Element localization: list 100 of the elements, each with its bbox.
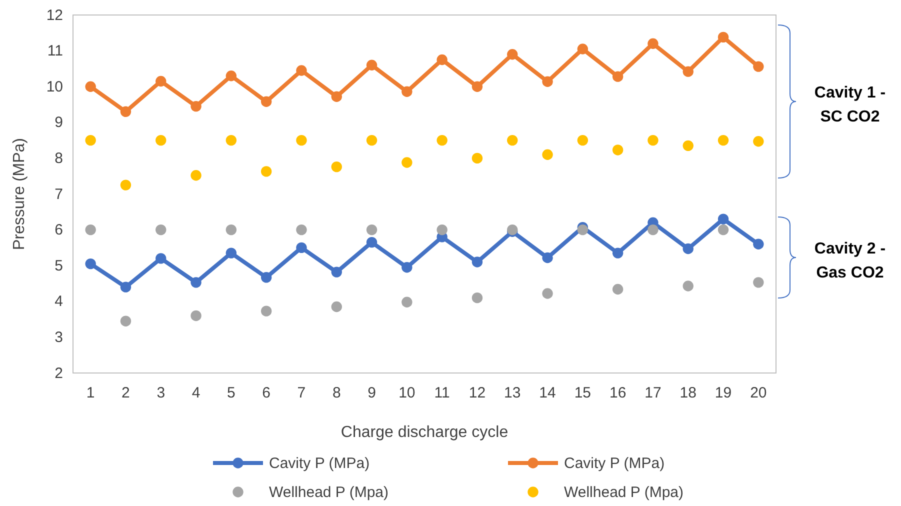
point (718, 214, 729, 224)
x-tick-label: 8 (332, 384, 341, 402)
x-tick-label: 18 (680, 384, 696, 402)
point (577, 224, 588, 236)
point (682, 66, 694, 77)
point (577, 134, 588, 146)
point (402, 262, 412, 273)
x-tick-label: 17 (644, 384, 662, 402)
point (612, 248, 624, 258)
point (156, 224, 166, 236)
y-tick-label: 9 (54, 114, 63, 132)
point (85, 224, 96, 236)
point (296, 224, 307, 236)
point (226, 70, 237, 82)
point (753, 61, 764, 72)
x-tick-label: 4 (192, 384, 200, 402)
point (226, 248, 237, 258)
x-tick-label: 15 (574, 384, 592, 402)
point (472, 292, 483, 304)
x-tick-label: 12 (468, 384, 486, 402)
y-axis-title: Pressure (MPa) (11, 138, 28, 250)
point (682, 280, 694, 292)
point (190, 310, 202, 322)
y-tick-label: 10 (46, 78, 63, 96)
x-tick-label: 20 (750, 384, 767, 402)
x-tick-label: 14 (539, 384, 556, 402)
point (331, 266, 342, 278)
point (402, 86, 412, 97)
point (331, 91, 342, 102)
y-tick-label: 8 (54, 150, 63, 167)
point (156, 253, 166, 264)
point (366, 134, 378, 146)
point (331, 301, 342, 312)
point (85, 81, 96, 92)
legend-label: Wellhead P (Mpa) (564, 484, 684, 501)
y-tick-label: 6 (54, 222, 63, 239)
point (296, 134, 307, 146)
point (507, 49, 518, 60)
point (260, 166, 272, 177)
point (366, 60, 378, 70)
point (156, 134, 166, 146)
point (120, 316, 132, 326)
point (120, 106, 132, 117)
x-tick-label: 9 (368, 384, 376, 402)
point (753, 238, 764, 250)
point (190, 100, 202, 112)
point (682, 243, 694, 254)
point (120, 180, 132, 190)
point (436, 54, 448, 66)
x-tick-label: 16 (609, 384, 626, 402)
point (472, 256, 483, 268)
point (472, 152, 483, 164)
y-tick-label: 11 (47, 42, 63, 60)
point (507, 134, 518, 146)
y-tick-label: 5 (54, 257, 63, 274)
x-axis-title: Charge discharge cycle (340, 424, 508, 441)
point (190, 277, 202, 288)
y-tick-label: 4 (54, 293, 63, 310)
legend-label: Wellhead P (Mpa) (269, 484, 389, 501)
point (612, 284, 624, 295)
point (85, 258, 96, 270)
point (648, 38, 658, 49)
point (296, 65, 307, 76)
point (718, 32, 729, 43)
point (542, 149, 553, 160)
x-tick-label: 11 (434, 384, 450, 402)
point (718, 134, 729, 146)
x-tick-label: 3 (156, 384, 166, 402)
legend-label: Cavity P (MPa) (564, 455, 665, 472)
y-tick-label: 3 (54, 329, 63, 346)
point (366, 236, 378, 248)
text: Cavity 1 - SC CO2 (814, 84, 886, 126)
point (436, 134, 448, 146)
point (542, 76, 553, 87)
point (542, 288, 553, 299)
point (648, 134, 658, 146)
point (226, 134, 237, 146)
x-tick-label: 13 (504, 384, 521, 402)
point (156, 76, 166, 87)
point (402, 296, 412, 308)
point (718, 224, 729, 236)
point (260, 96, 272, 107)
point (402, 157, 412, 168)
y-tick-label: 7 (54, 186, 63, 203)
x-tick-label: 19 (714, 384, 732, 402)
point (648, 224, 658, 236)
point (296, 242, 307, 254)
point (331, 161, 342, 172)
text: Cavity 2 - Gas CO2 (814, 240, 886, 282)
point (753, 136, 764, 147)
point (682, 140, 694, 152)
point (260, 272, 272, 283)
point (366, 224, 378, 236)
x-tick-label: 10 (398, 384, 416, 402)
x-tick-label: 1 (86, 384, 95, 402)
y-tick-label: 12 (46, 6, 63, 24)
point (85, 134, 96, 146)
point (753, 277, 764, 288)
point (577, 44, 588, 54)
point (436, 224, 448, 236)
